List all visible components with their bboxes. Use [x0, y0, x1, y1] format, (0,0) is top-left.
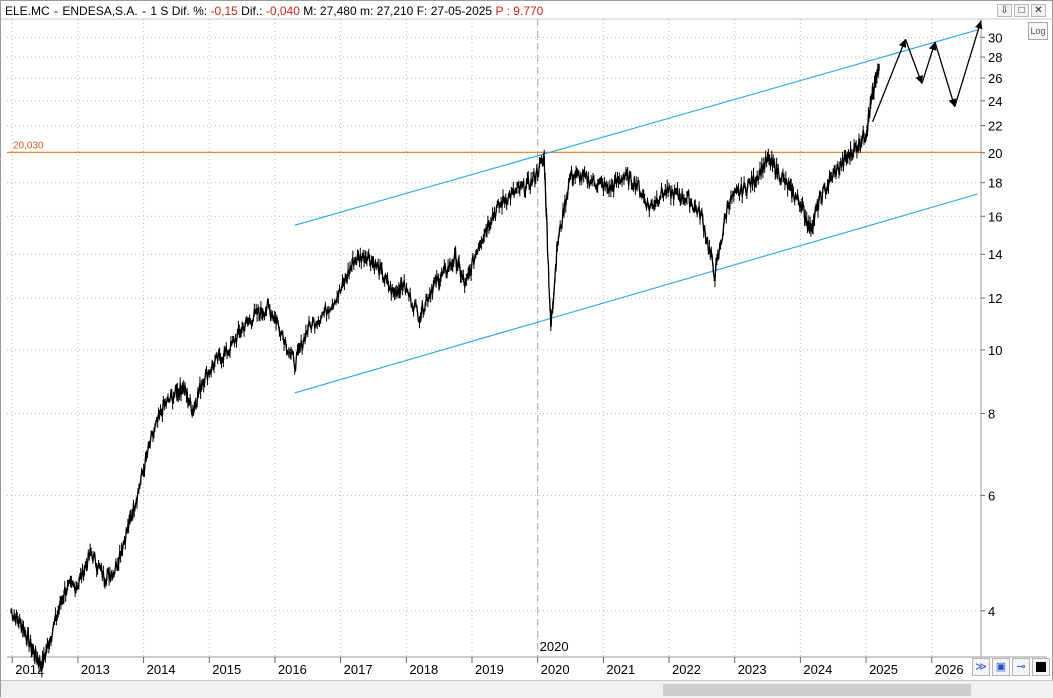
- dif-label: Dif.:: [241, 4, 263, 18]
- x-tick-label: 2024: [803, 662, 832, 677]
- dif-pct-label: Dif. %:: [171, 4, 208, 18]
- x-tick-label: 2016: [278, 662, 307, 677]
- min-value: 27,210: [376, 4, 414, 18]
- x-tick-label: 2022: [672, 662, 701, 677]
- y-tick-label: 14: [988, 247, 1002, 262]
- min-label: m:: [359, 4, 374, 18]
- y-tick-label: 26: [988, 71, 1002, 86]
- projection-arrow: [872, 39, 907, 123]
- company-name: ENDESA,S.A.: [62, 4, 138, 18]
- x-tick-label: 2020: [541, 662, 570, 677]
- y-tick-label: 4: [988, 604, 995, 619]
- dif-pct-value: -0,15: [210, 4, 238, 18]
- price-series: [10, 63, 880, 678]
- x-tick-label: 2025: [869, 662, 898, 677]
- y-tick-label: 24: [988, 94, 1002, 109]
- x-tick-label: 2015: [212, 662, 241, 677]
- projection-arrow: [904, 39, 923, 84]
- color-swatch-icon[interactable]: [1032, 658, 1050, 676]
- timeframe-label: 1 S: [150, 4, 169, 18]
- quote-info-bar: ELE.MC - ENDESA,S.A. - 1 S Dif. %: -0,15…: [5, 4, 544, 18]
- double-chevron-icon[interactable]: ≫: [972, 658, 990, 676]
- price-bars: [10, 63, 880, 678]
- p-label: P :: [495, 4, 510, 18]
- projection-arrow: [954, 20, 983, 108]
- y-tick-label: 12: [988, 291, 1002, 306]
- x-tick-label: 2013: [81, 662, 110, 677]
- x-tick-label: 2012: [15, 662, 44, 677]
- bottom-bar: [1, 680, 1053, 698]
- date-value: 27-05-2025: [430, 4, 493, 18]
- max-value: 27,480: [319, 4, 357, 18]
- save-icon[interactable]: ▣: [992, 658, 1010, 676]
- y-tick-label: 20: [988, 146, 1002, 161]
- pin-icon[interactable]: ⊸: [1012, 658, 1030, 676]
- y-tick-label: 16: [988, 209, 1002, 224]
- x-tick-label: 2021: [606, 662, 635, 677]
- scrollbar-thumb[interactable]: [663, 684, 971, 696]
- y-axis: 4 6 8 10 12 14 16 18 20 22 24 26 28 30: [981, 30, 1002, 619]
- x-tick-label: 2017: [344, 662, 373, 677]
- x-tick-label: 2023: [738, 662, 767, 677]
- max-label: M:: [303, 4, 317, 18]
- minimize-icon[interactable]: ⇩: [997, 4, 1012, 17]
- chart-toolbar: ≫ ▣ ⊸: [972, 658, 1050, 676]
- y-tick-label: 30: [988, 30, 1002, 45]
- x-tick-label: 2014: [147, 662, 176, 677]
- x-tick-label: 2018: [409, 662, 438, 677]
- window-controls: ⇩ □ ✕: [997, 4, 1046, 18]
- price-line: [10, 67, 880, 672]
- horizontal-scrollbar[interactable]: [1, 683, 976, 696]
- drawing-overlays: 2020 20,030: [7, 19, 983, 657]
- chart-grid: [1, 18, 1053, 658]
- channel-lower-line: [294, 193, 978, 394]
- y-tick-label: 28: [988, 50, 1002, 65]
- projection-arrow: [934, 41, 957, 108]
- close-icon[interactable]: ✕: [1031, 4, 1046, 17]
- x-tick-label: 2026: [935, 662, 964, 677]
- channel-upper-line: [294, 29, 978, 226]
- x-tick-label: 2019: [475, 662, 504, 677]
- y-tick-label: 22: [988, 119, 1002, 134]
- y-tick-label: 10: [988, 343, 1002, 358]
- projection-arrow: [921, 41, 937, 84]
- dif-value: -0,040: [265, 4, 300, 18]
- maximize-icon[interactable]: □: [1014, 4, 1029, 17]
- x-axis: 2012 2013 2014 2015 2016 2017 2018 2019 2020 2021…: [11, 657, 964, 677]
- y-tick-label: 8: [988, 407, 995, 422]
- log-scale-button[interactable]: Log: [1028, 22, 1048, 40]
- date-label: F:: [416, 4, 428, 18]
- y-tick-label: 18: [988, 176, 1002, 191]
- symbol-label: ELE.MC: [5, 4, 50, 18]
- p-value: 9.770: [513, 4, 544, 18]
- resistance-label: 20,030: [13, 140, 44, 151]
- cursor-date-label: 2020: [540, 639, 569, 654]
- y-tick-label: 6: [988, 488, 995, 503]
